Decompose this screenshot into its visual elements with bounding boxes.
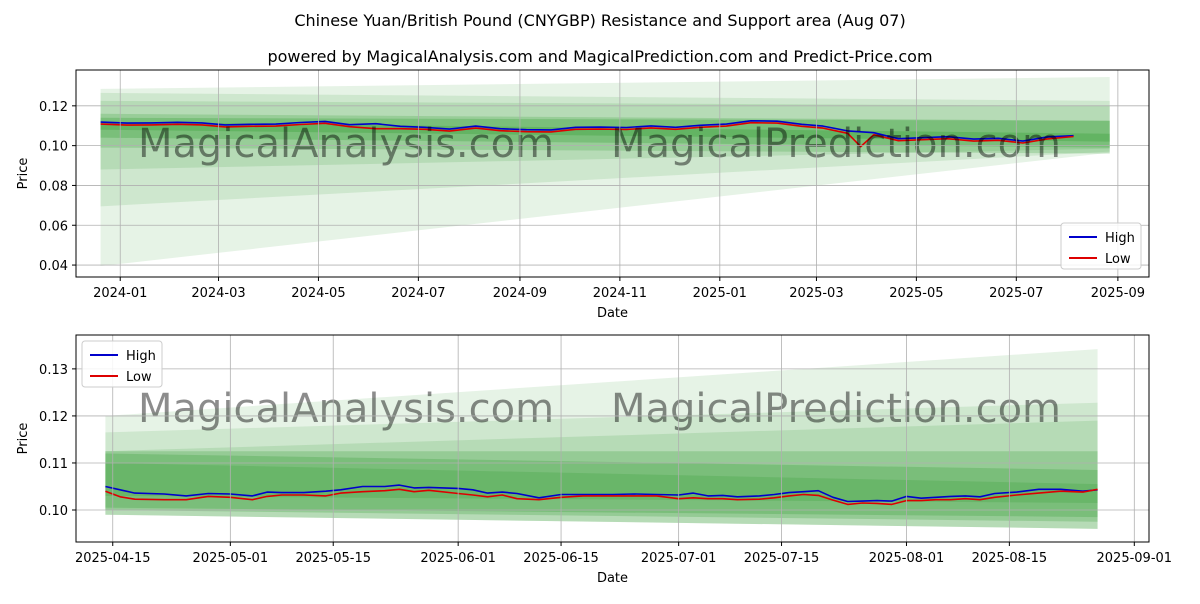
x-tick-label: 2024-01 [93,286,147,301]
grid [76,335,1149,542]
watermark-text: MagicalAnalysis.com [138,386,554,432]
top-chart-panel: MagicalAnalysis.com MagicalPrediction.com… [16,69,1150,321]
x-tick-label: 2025-05-15 [295,551,371,566]
legend: High Low [81,340,163,388]
y-tick-label: 0.06 [39,219,68,234]
x-axis-label: Date [597,306,628,321]
plot-area [100,76,1110,267]
legend-label-high: High [1105,231,1135,246]
legend-label-low: Low [126,370,152,385]
plot-area [105,349,1098,529]
x-axis-label: Date [597,571,628,586]
y-tick-label: 0.04 [39,259,68,274]
series-line-low [105,488,1098,506]
y-axis-label: Price [16,423,31,455]
chart-subtitle: powered by MagicalAnalysis.com and Magic… [267,47,932,66]
legend-label-high: High [126,349,156,364]
x-tick-label: 2024-11 [593,286,647,301]
series-line-high [105,484,1098,503]
x-tick-label: 2025-06-15 [523,551,599,566]
y-tick-label: 0.12 [39,410,68,425]
support-resistance-band [100,100,1110,170]
x-tick-label: 2024-03 [191,286,245,301]
x-tick-label: 2024-07 [391,286,445,301]
x-tick-label: 2025-07 [989,286,1043,301]
x-tick-label: 2025-06-01 [420,551,496,566]
x-tick-label: 2025-04-15 [75,551,151,566]
x-tick-label: 2025-09-01 [1097,551,1173,566]
x-tick-label: 2025-05-01 [193,551,269,566]
x-tick-label: 2025-07-15 [744,551,820,566]
legend: High Low [1060,222,1142,270]
watermark-text: MagicalAnalysis.com [138,121,554,167]
watermark-text: MagicalPrediction.com [611,121,1061,167]
axes-frame [75,334,1150,543]
x-tick-label: 2024-09 [493,286,547,301]
support-resistance-band [100,92,1110,207]
support-resistance-band [105,402,1098,529]
y-tick-label: 0.11 [39,457,68,472]
watermark-text: MagicalPrediction.com [611,386,1061,432]
x-tick-label: 2025-08-01 [869,551,945,566]
x-tick-label: 2025-01 [693,286,747,301]
y-axis-label: Price [16,158,31,190]
legend-label-low: Low [1105,252,1131,267]
x-tick-label: 2025-05 [889,286,943,301]
x-tick-label: 2025-07-01 [641,551,717,566]
bottom-chart-panel: MagicalAnalysis.com MagicalPrediction.com… [16,334,1173,586]
series-line-high [100,120,1074,142]
support-resistance-band [105,349,1098,529]
y-tick-label: 0.10 [39,140,68,155]
x-tick-label: 2024-05 [291,286,345,301]
y-tick-label: 0.10 [39,504,68,519]
y-tick-label: 0.13 [39,363,68,378]
y-tick-label: 0.08 [39,179,68,194]
y-tick-label: 0.12 [39,100,68,115]
x-tick-label: 2025-09 [1091,286,1145,301]
axes-frame [75,69,1150,278]
x-tick-label: 2025-08-15 [972,551,1048,566]
series-line-low [100,121,1074,148]
x-tick-label: 2025-03 [789,286,843,301]
chart-title: Chinese Yuan/British Pound (CNYGBP) Resi… [294,11,905,30]
